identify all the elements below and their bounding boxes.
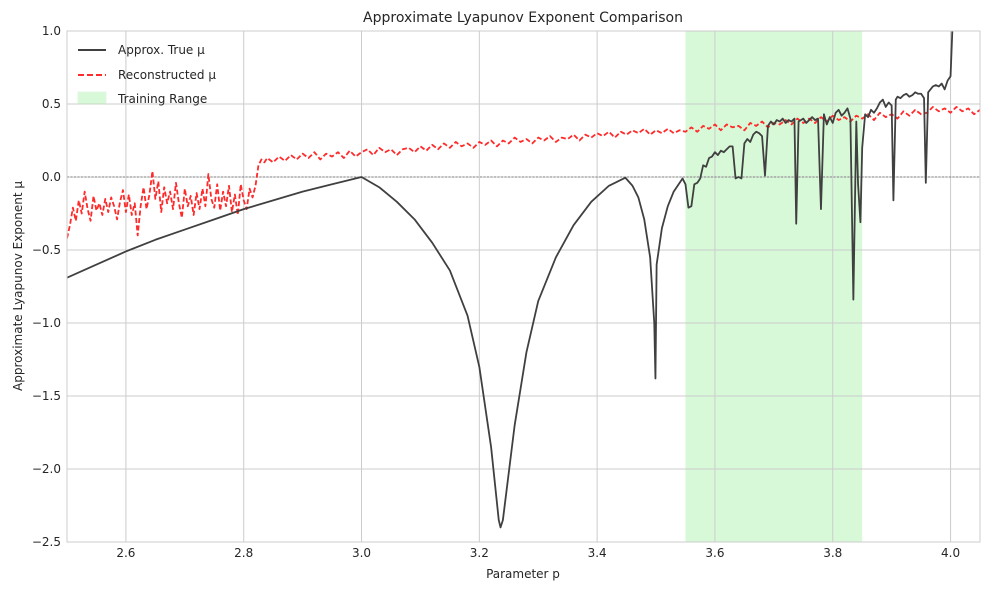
x-tick-label: 3.2	[470, 546, 489, 560]
series-layer	[67, 31, 980, 529]
plot-area	[67, 31, 980, 542]
x-axis-label: Parameter p	[486, 567, 560, 581]
y-tick-label: −2.0	[32, 462, 61, 476]
y-tick-label: −2.5	[32, 535, 61, 549]
y-tick-label: −1.5	[32, 389, 61, 403]
x-tick-label: 2.6	[116, 546, 135, 560]
y-tick-label: 1.0	[42, 24, 61, 38]
legend-true-label: Approx. True μ	[118, 43, 205, 57]
y-axis-ticks: −2.5 −2.0 −1.5 −1.0 −0.5 0.0 0.5 1.0	[32, 24, 61, 549]
x-axis-ticks: 2.6 2.8 3.0 3.2 3.4 3.6 3.8 4.0	[116, 546, 960, 560]
x-tick-label: 3.8	[823, 546, 842, 560]
y-axis-label: Approximate Lyapunov Exponent μ	[11, 181, 25, 391]
x-tick-label: 3.0	[352, 546, 371, 560]
plot-frame	[66, 30, 981, 543]
y-tick-label: 0.0	[42, 170, 61, 184]
legend: Approx. True μ Reconstructed μ Training …	[77, 43, 216, 106]
legend-training-label: Training Range	[117, 92, 207, 106]
legend-training-swatch	[77, 91, 107, 105]
chart-title: Approximate Lyapunov Exponent Comparison	[363, 10, 683, 26]
true-mu-line	[67, 31, 954, 529]
x-tick-label: 3.4	[588, 546, 607, 560]
y-tick-label: 0.5	[42, 97, 61, 111]
x-tick-label: 2.8	[234, 546, 253, 560]
x-tick-label: 3.6	[705, 546, 724, 560]
y-tick-label: −1.0	[32, 316, 61, 330]
x-tick-label: 4.0	[941, 546, 960, 560]
training-range-band	[685, 31, 863, 542]
legend-reconstructed-label: Reconstructed μ	[118, 68, 216, 82]
y-tick-label: −0.5	[32, 243, 61, 257]
